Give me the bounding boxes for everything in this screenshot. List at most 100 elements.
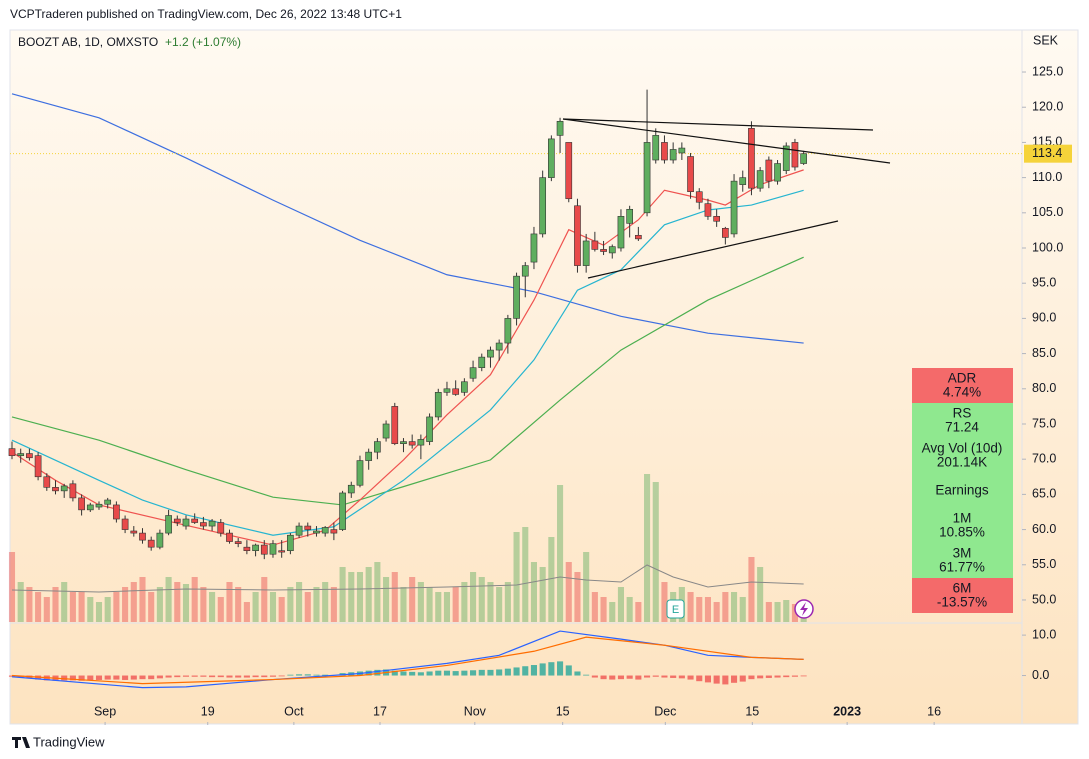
macd-bar: [400, 671, 407, 676]
macd-bar: [678, 675, 685, 679]
volume-bar: [200, 587, 207, 622]
volume-bar: [374, 562, 381, 622]
macd-bar: [722, 675, 729, 685]
macd-bar: [557, 661, 564, 676]
volume-bar: [43, 597, 50, 622]
candle-body: [226, 532, 233, 542]
volume-bar: [156, 587, 163, 622]
volume-bar: [365, 567, 372, 622]
volume-bar: [487, 582, 494, 622]
volume-bar: [522, 527, 529, 622]
candle-body: [26, 453, 33, 459]
macd-bar: [148, 675, 155, 680]
volume-bar: [122, 587, 129, 622]
candle-body: [147, 539, 155, 548]
x-tick-label: 15: [745, 704, 759, 718]
macd-bar: [548, 662, 555, 676]
macd-bar: [365, 670, 372, 676]
y-tick-label: 55.0: [1032, 557, 1056, 571]
volume-bar: [530, 562, 538, 622]
macd-bar: [504, 668, 511, 676]
candle-body: [626, 208, 634, 224]
stat-label: Earnings: [935, 483, 989, 498]
candle-body: [600, 249, 607, 252]
volume-bar: [496, 587, 503, 622]
x-tick-label: 15: [556, 704, 570, 718]
macd-bar: [739, 675, 746, 682]
candle-body: [382, 423, 390, 439]
volume-bar: [739, 597, 746, 622]
volume-bar: [400, 587, 407, 622]
y-tick-label: 95.0: [1032, 275, 1056, 289]
candle-body: [321, 527, 329, 534]
volume-bar: [356, 572, 364, 622]
candle-body: [339, 492, 346, 530]
volume-bar: [87, 597, 94, 622]
volume-bar: [504, 582, 511, 622]
candle-body: [8, 448, 16, 456]
volume-bar: [191, 577, 198, 622]
candle-body: [121, 518, 129, 530]
stat-value: 10.85%: [939, 525, 985, 540]
macd-bar: [435, 670, 442, 676]
candle-body: [652, 135, 660, 161]
volume-bar: [252, 592, 259, 622]
footer-brand: TradingView: [33, 734, 105, 749]
volume-bar: [383, 577, 390, 622]
candle-body: [426, 416, 433, 442]
candle-body: [504, 318, 512, 344]
macd-bar: [461, 670, 468, 676]
candle-body: [139, 532, 146, 541]
volume-bar: [783, 600, 790, 622]
stat-box: [912, 438, 1013, 473]
candle-body: [95, 503, 103, 508]
y-tick-label: 120.0: [1032, 100, 1063, 114]
candle-body: [104, 499, 112, 505]
earnings-icon-letter: E: [672, 604, 679, 616]
candle-body: [200, 522, 207, 527]
volume-bar: [574, 572, 581, 622]
macd-bar: [617, 675, 625, 680]
macd-bar: [139, 675, 146, 680]
macd-bar: [269, 675, 277, 677]
volume-bar: [217, 597, 224, 622]
candle-body: [469, 367, 477, 379]
macd-bar: [644, 675, 651, 678]
candle-body: [417, 439, 425, 446]
candle-body: [513, 275, 520, 319]
macd-bar: [443, 670, 451, 676]
candle-body: [182, 518, 190, 527]
candle-body: [78, 497, 85, 511]
volume-bar: [748, 557, 755, 622]
macd-bar: [191, 675, 198, 677]
macd-line: [11, 636, 804, 685]
volume-bar: [687, 592, 694, 622]
volume-bar: [348, 572, 355, 622]
candle-body: [86, 504, 94, 511]
candle-body: [69, 483, 77, 499]
macd-bar: [69, 675, 76, 681]
y-tick-label: 80.0: [1032, 381, 1056, 395]
volume-bar: [644, 474, 651, 622]
macd-bar: [165, 675, 172, 678]
macd-bar: [670, 675, 677, 678]
macd-bar: [452, 671, 459, 676]
currency: SEK: [1033, 33, 1059, 47]
volume-bar: [339, 567, 346, 622]
macd-bar: [226, 675, 233, 678]
earnings-icon[interactable]: [666, 599, 685, 619]
volume-bar: [539, 567, 546, 622]
last-price-label: 113.4: [1032, 146, 1062, 160]
stat-label: 1M: [953, 511, 972, 526]
macd-bar: [652, 675, 659, 677]
volume-bar: [731, 592, 738, 622]
macd-bar: [626, 675, 633, 679]
macd-bar: [565, 665, 572, 676]
volume-bar: [548, 537, 555, 622]
candle-body: [34, 455, 42, 478]
candle-body: [130, 530, 138, 534]
candle-body: [530, 233, 538, 263]
macd-bar: [704, 675, 711, 683]
macd-bar: [113, 675, 120, 680]
